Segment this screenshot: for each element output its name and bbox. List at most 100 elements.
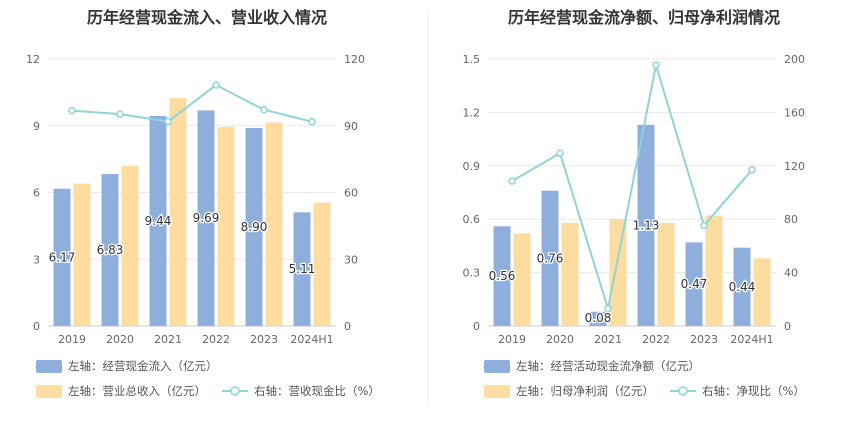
bar-data-label: 1.13 <box>633 218 660 232</box>
y-right-tick-label: 60 <box>344 187 358 200</box>
bar-data-label: 6.17 <box>49 250 76 264</box>
y-right-tick-label: 160 <box>784 106 805 119</box>
bar-primary <box>149 115 167 327</box>
ratio-point <box>164 117 172 126</box>
y-right-tick-label: 120 <box>784 160 805 173</box>
bar-data-label: 0.56 <box>489 269 516 283</box>
y-left-tick-label: 0.6 <box>463 213 481 226</box>
bar-secondary <box>753 258 771 326</box>
y-left-tick-label: 0.3 <box>463 267 481 280</box>
y-right-tick-label: 40 <box>784 267 798 280</box>
bar-secondary <box>73 183 91 326</box>
y-right-tick-label: 0 <box>344 320 351 333</box>
bar-secondary <box>657 222 675 326</box>
legend-label: 右轴：营收现金比（%） <box>254 384 380 398</box>
y-right-tick-label: 0 <box>784 320 791 333</box>
ratio-point <box>748 166 756 174</box>
bar-secondary <box>217 126 235 326</box>
x-tick-label: 2021 <box>154 333 182 346</box>
bar-data-label: 0.44 <box>729 280 756 294</box>
x-tick-label: 2020 <box>546 333 574 346</box>
legend-swatch-primary <box>484 360 510 373</box>
bar-secondary <box>513 233 531 326</box>
y-left-tick-label: 1.2 <box>463 106 481 119</box>
legend-label: 左轴：归母净利润（亿元） <box>516 384 654 398</box>
x-tick-label: 2022 <box>642 333 670 346</box>
bar-primary <box>493 226 511 326</box>
legend-swatch-primary <box>36 360 62 373</box>
bar-primary <box>197 110 215 327</box>
x-tick-label: 2022 <box>202 333 230 346</box>
bar-data-label: 0.76 <box>537 251 564 265</box>
bar-primary <box>245 127 263 326</box>
x-tick-label: 2023 <box>690 333 718 346</box>
bar-primary <box>637 124 655 326</box>
bar-primary <box>541 190 559 326</box>
y-left-tick-label: 6 <box>33 187 40 200</box>
bar-secondary <box>609 219 627 326</box>
y-left-tick-label: 0.9 <box>463 160 481 173</box>
ratio-point <box>604 304 612 313</box>
bar-primary <box>101 174 119 326</box>
bar-data-label: 6.83 <box>97 243 124 257</box>
bar-primary <box>589 311 607 326</box>
y-left-tick-label: 3 <box>33 253 40 266</box>
bar-primary <box>733 247 751 326</box>
ratio-line <box>511 64 753 309</box>
y-right-tick-label: 200 <box>784 53 805 66</box>
ratio-point <box>508 177 516 185</box>
x-tick-label: 2024H1 <box>730 333 773 346</box>
bar-secondary <box>561 222 579 326</box>
y-right-tick-label: 80 <box>784 213 798 226</box>
chart-title: 历年经营现金流入、营业收入情况 <box>87 8 327 27</box>
bar-data-label: 0.08 <box>585 311 612 325</box>
legend-label: 左轴：营业总收入（亿元） <box>68 384 206 398</box>
x-tick-label: 2019 <box>498 333 526 346</box>
legend-label: 左轴：经营活动现金流净额（亿元） <box>516 359 700 373</box>
legend-label: 左轴：经营现金流入（亿元） <box>68 359 218 373</box>
y-right-tick-label: 30 <box>344 253 358 266</box>
chart-2: 历年经营现金流净额、归母净利润情况 0 0.3 0.6 0.9 1.2 1.5 0 40 80 12… <box>463 8 805 398</box>
ratio-point <box>700 221 708 230</box>
ratio-point <box>556 149 564 157</box>
x-tick-label: 2024H1 <box>290 333 333 346</box>
y-left-tick-label: 9 <box>33 120 40 133</box>
bar-secondary <box>705 215 723 326</box>
legend-label: 右轴：净现比（%） <box>702 384 805 398</box>
legend-swatch-secondary <box>36 385 62 398</box>
y-left-tick-label: 1.5 <box>463 53 481 66</box>
ratio-point <box>260 105 268 114</box>
bar-secondary <box>313 202 331 326</box>
legend-line-marker <box>678 386 688 396</box>
y-left-tick-label: 12 <box>26 53 40 66</box>
bar-secondary <box>121 165 139 326</box>
bar-data-label: 5.11 <box>289 262 316 276</box>
ratio-point <box>68 106 76 115</box>
chart-title: 历年经营现金流净额、归母净利润情况 <box>508 8 780 27</box>
bar-data-label: 8.90 <box>241 220 268 234</box>
bar-primary <box>53 188 71 326</box>
legend-swatch-secondary <box>484 385 510 398</box>
y-left-tick-label: 0 <box>473 320 480 333</box>
y-right-tick-label: 90 <box>344 120 358 133</box>
bar-secondary <box>265 122 283 326</box>
bar-data-label: 0.47 <box>681 277 708 291</box>
x-tick-label: 2023 <box>250 333 278 346</box>
y-left-tick-label: 0 <box>33 320 40 333</box>
x-tick-label: 2021 <box>594 333 622 346</box>
x-tick-label: 2020 <box>106 333 134 346</box>
ratio-line <box>71 83 313 123</box>
bar-data-label: 9.44 <box>145 214 172 228</box>
legend-line-marker <box>230 386 240 396</box>
y-right-tick-label: 120 <box>344 53 365 66</box>
ratio-point <box>212 81 220 89</box>
bar-primary <box>293 212 311 326</box>
bar-data-label: 9.69 <box>193 211 220 225</box>
x-tick-label: 2019 <box>58 333 86 346</box>
bar-secondary <box>169 97 187 326</box>
bar-primary <box>685 242 703 326</box>
ratio-point <box>308 117 316 126</box>
